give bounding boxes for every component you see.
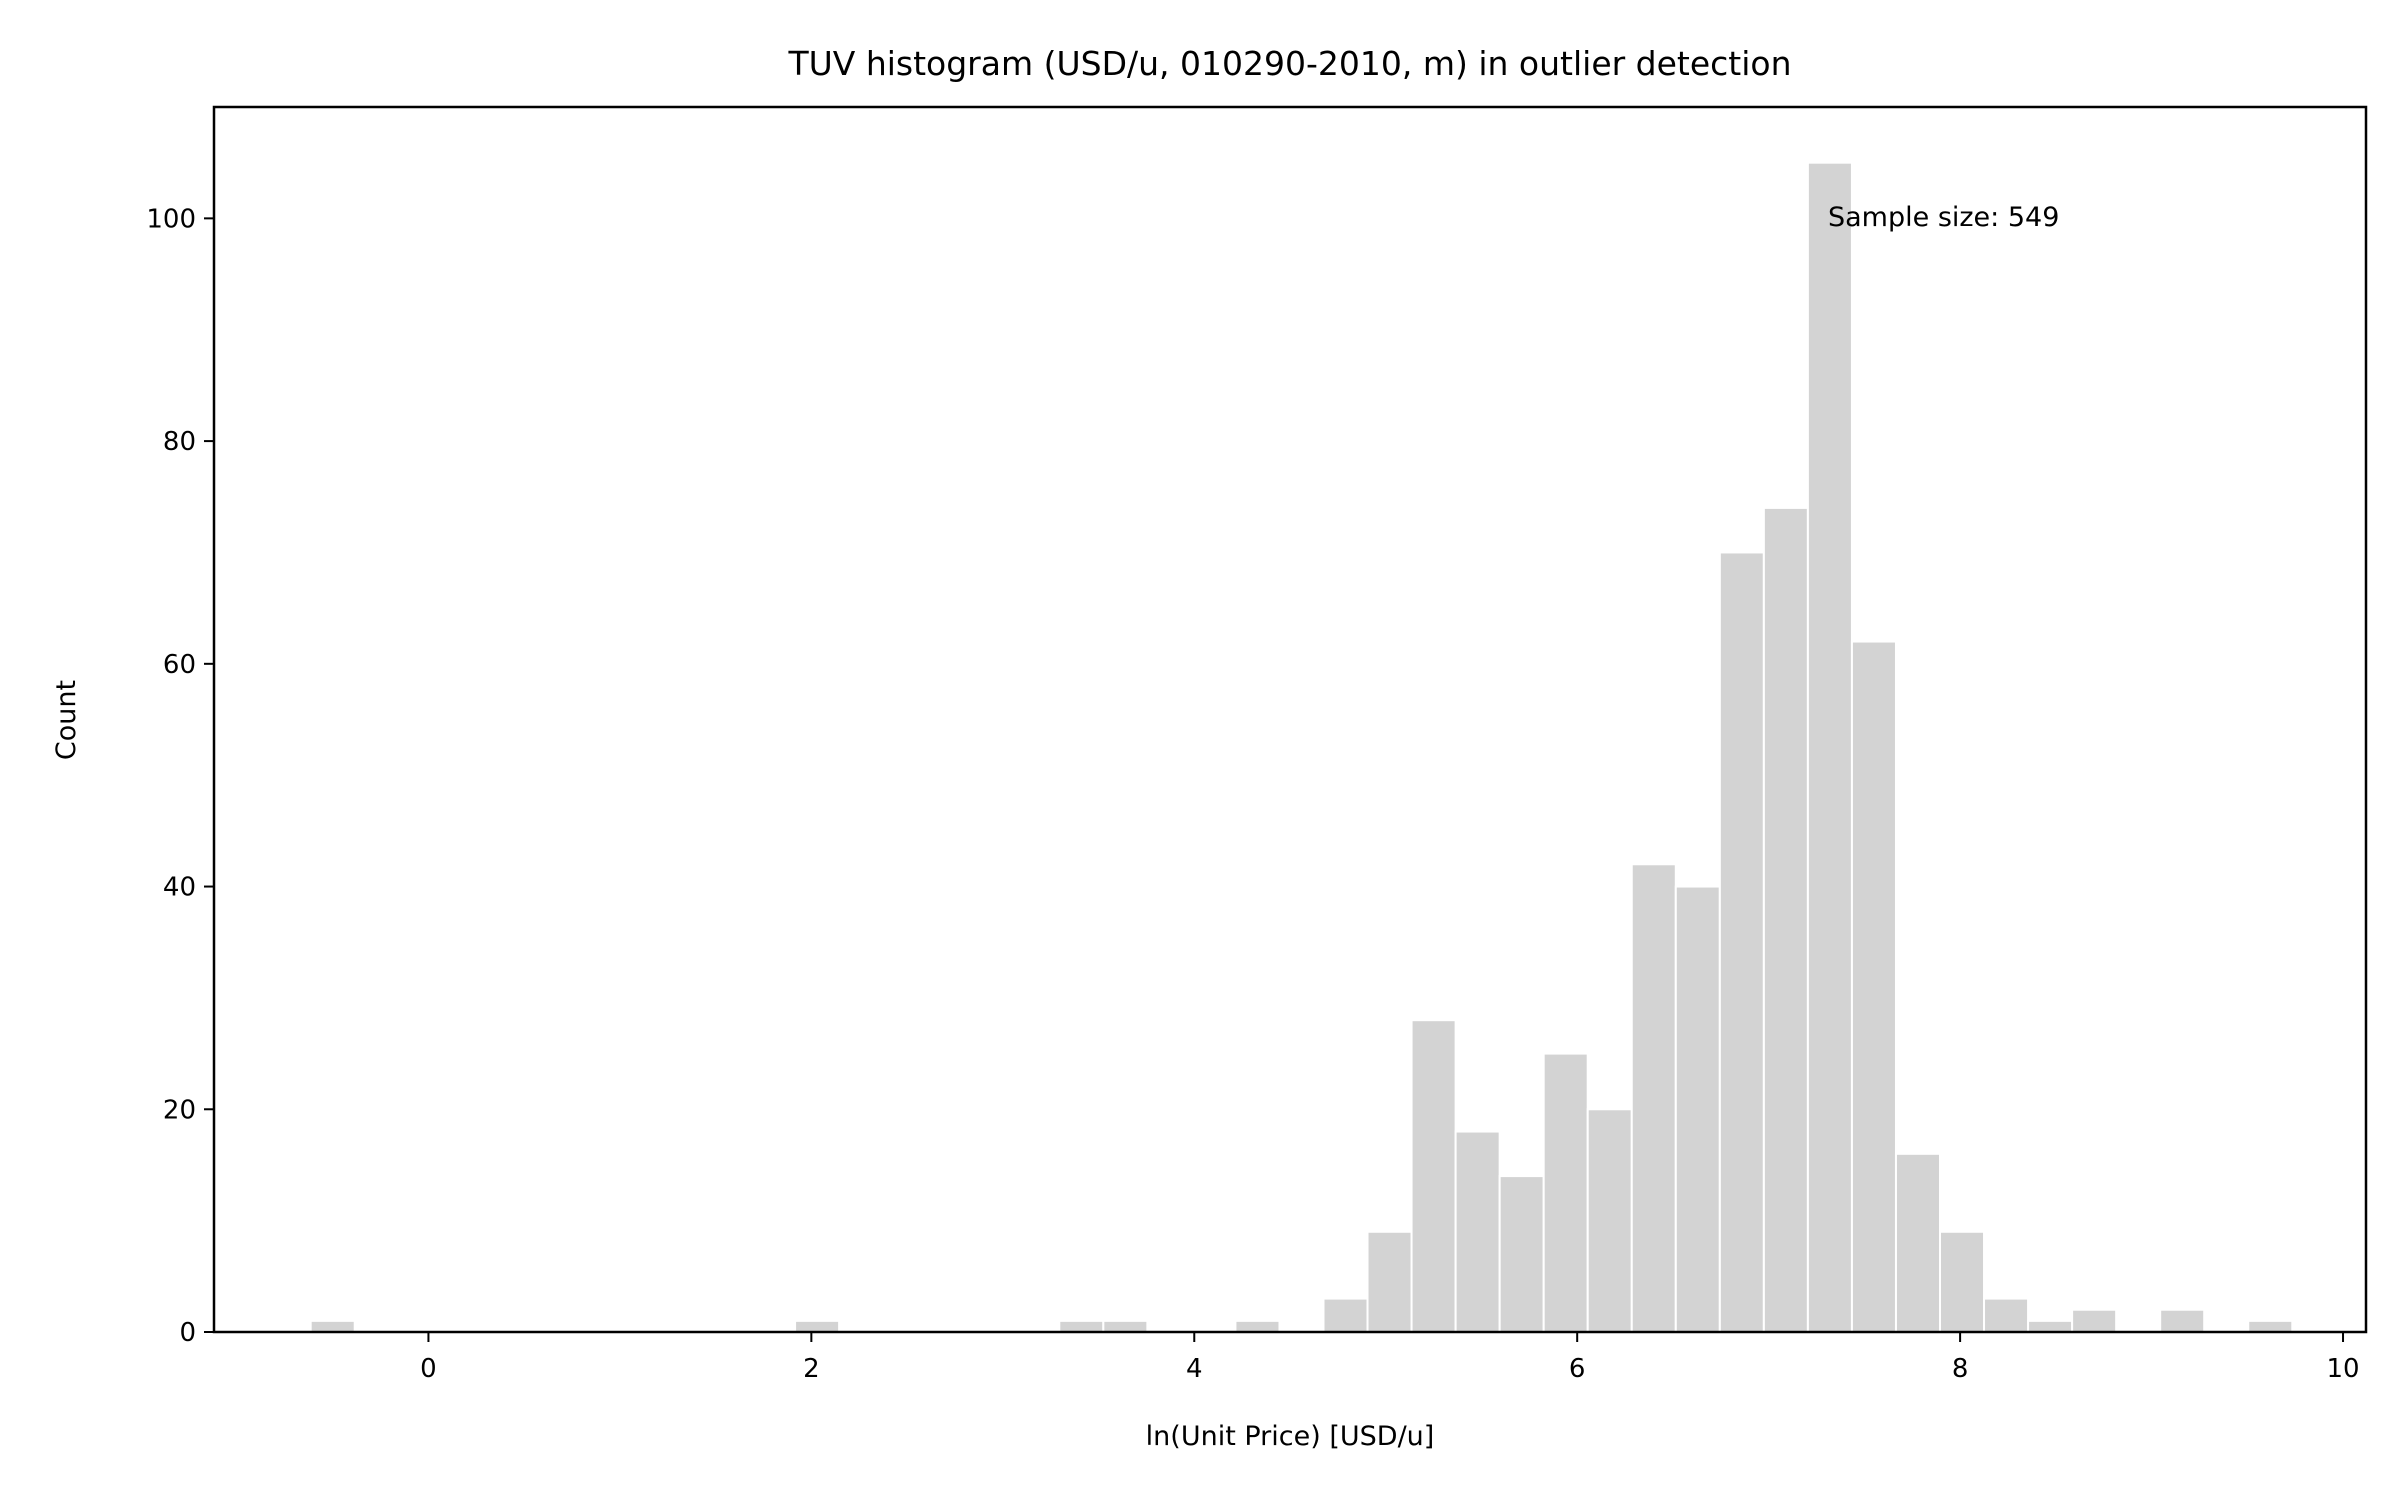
- histogram-bar: [1806, 161, 1853, 1334]
- y-axis-ticks: 0 20 40 60 80 100: [146, 204, 214, 1348]
- y-tick-label: 40: [163, 873, 196, 903]
- chart-title: TUV histogram (USD/u, 010290-2010, m) in…: [787, 44, 1791, 83]
- x-tick-label: 0: [420, 1354, 437, 1384]
- x-tick-label: 8: [1952, 1354, 1969, 1384]
- histogram-bar: [1366, 1230, 1413, 1333]
- y-tick-label: 0: [179, 1318, 196, 1348]
- histogram-bar: [1102, 1319, 1149, 1334]
- histogram-bar: [1542, 1052, 1589, 1334]
- histogram-bar: [309, 1319, 356, 1334]
- histogram-bar: [794, 1319, 841, 1334]
- x-tick-label: 4: [1186, 1354, 1203, 1384]
- histogram-bar: [1894, 1152, 1942, 1334]
- y-tick-label: 100: [146, 204, 196, 234]
- bars-group: [309, 161, 2294, 1334]
- histogram-bar: [1939, 1230, 1986, 1333]
- y-tick-label: 20: [163, 1095, 196, 1125]
- histogram-bar: [1718, 551, 1765, 1333]
- x-axis-ticks: 0 2 4 6 8 10: [420, 1332, 2360, 1384]
- histogram-bar: [2159, 1308, 2206, 1334]
- histogram-bar: [1586, 1108, 1633, 1333]
- sample-size-annotation: Sample size: 549: [1828, 202, 2059, 233]
- histogram-bar: [2247, 1319, 2294, 1334]
- histogram-bar: [2027, 1319, 2074, 1334]
- y-tick-label: 60: [163, 650, 196, 680]
- x-axis-label: ln(Unit Price) [USD/u]: [1146, 1421, 1435, 1452]
- histogram-bar: [1410, 1019, 1457, 1333]
- histogram-bar: [1674, 885, 1721, 1334]
- histogram-bar: [1983, 1297, 2030, 1334]
- x-tick-label: 10: [2326, 1354, 2359, 1384]
- y-axis-label: Count: [51, 680, 82, 760]
- plot-frame: [212, 105, 2368, 1334]
- y-tick-label: 80: [163, 427, 196, 457]
- x-tick-label: 6: [1569, 1354, 1586, 1384]
- histogram-bar: [2071, 1308, 2118, 1334]
- x-tick-label: 2: [803, 1354, 820, 1384]
- histogram-bar: [1322, 1297, 1369, 1334]
- histogram-bar: [1498, 1175, 1545, 1334]
- histogram-bar: [1630, 863, 1677, 1333]
- histogram-bar: [1454, 1130, 1501, 1333]
- histogram-bar: [1850, 640, 1897, 1333]
- histogram-bar: [1058, 1319, 1105, 1334]
- histogram-bar: [1234, 1319, 1281, 1334]
- histogram-bar: [1762, 506, 1809, 1333]
